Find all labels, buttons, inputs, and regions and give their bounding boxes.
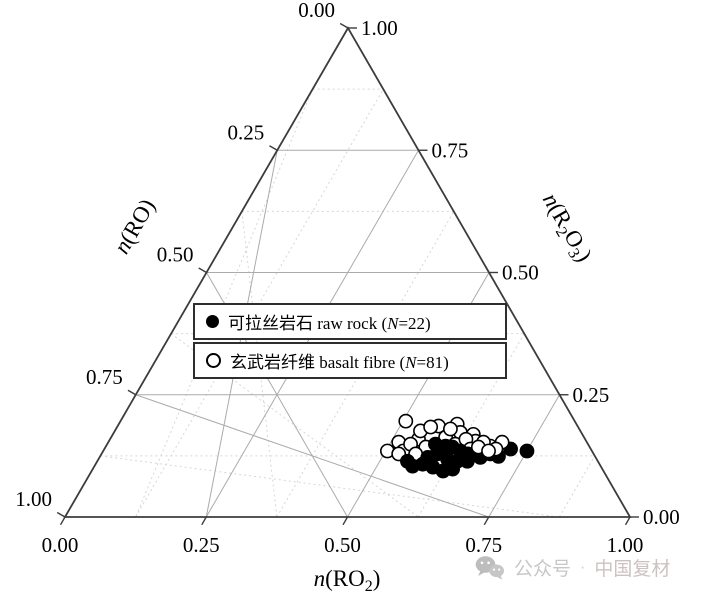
open-circle-icon [206,353,221,368]
bottom-axis-title: n(RO2) [314,566,381,595]
right-axis-tick-label: 0.50 [502,261,539,285]
bottom-axis-tick [201,516,207,526]
bottom-axis-tick [624,516,631,526]
left-axis-tick-label: 0.00 [298,0,335,22]
minor-gridline [558,455,596,518]
legend-label-basalt-fibre: 玄武岩纤维 basalt fibre (N=81) [230,353,449,372]
legend-item-raw-rock: 可拉丝岩石 raw rock (N=22) [193,303,507,340]
right-axis-tick-label: 0.25 [573,383,610,407]
left-axis-tick [198,267,207,274]
data-point-raw-rock [400,453,415,469]
watermark-text-1: 公众号 [514,559,572,580]
right-axis-tick-label: 0.00 [643,505,680,529]
left-axis-title: n(RO) [109,195,160,258]
legend-label-raw-rock: 可拉丝岩石 raw rock (N=22) [228,314,431,333]
wechat-icon [475,555,504,580]
watermark-text-2: 中国复材 [594,559,671,580]
left-axis-tick [127,389,137,396]
data-point-basalt-fibre [423,419,439,435]
data-point-basalt-fibre [481,443,496,459]
right-axis-tick-label: 1.00 [361,16,398,40]
minor-gridline [241,211,278,518]
legend: 可拉丝岩石 raw rock (N=22) 玄武岩纤维 basalt fibre… [193,303,507,379]
legend-item-basalt-fibre: 玄武岩纤维 basalt fibre (N=81) [193,342,507,379]
left-axis-tick [56,511,66,518]
left-axis-tick [269,145,278,151]
bottom-axis-tick-label: 0.75 [465,533,502,557]
left-axis-tick-label: 0.25 [228,120,265,144]
bottom-axis-tick [342,516,349,526]
filled-circle-icon [206,315,219,328]
bottom-axis-tick [59,516,66,526]
data-point-raw-rock [519,443,535,459]
bottom-axis-tick-label: 0.25 [183,533,220,557]
minor-gridline [135,88,384,518]
watermark: 公众号 · 中国复材 [474,554,670,581]
bottom-axis-tick [483,516,490,526]
bottom-axis-tick-label: 1.00 [607,533,644,557]
bottom-axis-tick-label: 0.00 [42,533,79,557]
data-point-basalt-fibre [398,413,414,429]
data-point-basalt-fibre [443,421,458,437]
right-axis-title: n(R2O3) [535,189,598,268]
data-point-raw-rock [459,453,475,469]
left-axis-tick-label: 0.50 [157,243,194,267]
left-axis-tick-label: 1.00 [15,487,52,511]
major-gridline [135,394,489,518]
left-axis-tick [339,22,349,29]
bottom-axis-tick-label: 0.50 [324,533,361,557]
right-axis-tick-label: 0.75 [432,138,469,162]
left-axis-tick-label: 0.75 [86,365,123,389]
watermark-separator: · [580,558,586,576]
